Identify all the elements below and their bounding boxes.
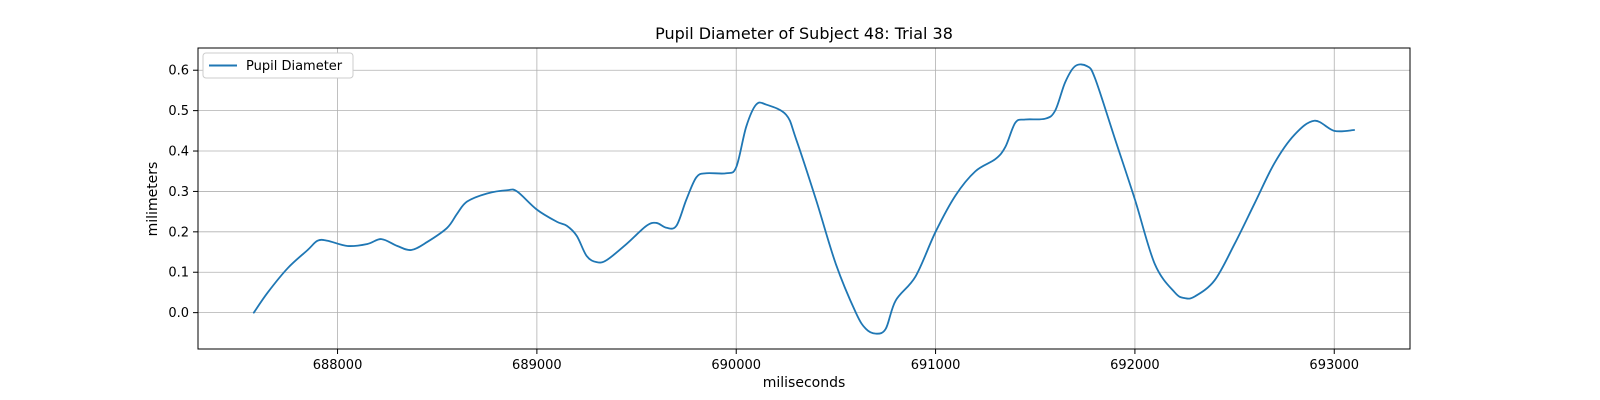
legend-entry-pupil-diameter: Pupil Diameter — [246, 59, 343, 74]
grid-lines — [198, 48, 1410, 349]
x-tick-label: 690000 — [711, 358, 761, 373]
tick-layer: 688000 689000 690000 691000 692000 693000 0.0 0… — [168, 64, 1359, 373]
y-tick-label: 0.5 — [168, 104, 189, 119]
y-tick-label: 0.2 — [168, 225, 189, 240]
y-axis-label: milimeters — [145, 162, 161, 237]
y-tick-label: 0.6 — [168, 64, 189, 79]
chart-title: Pupil Diameter of Subject 48: Trial 38 — [655, 24, 953, 43]
legend-box — [202, 52, 354, 79]
x-tick-label: 693000 — [1309, 358, 1359, 373]
x-tick-label: 688000 — [313, 358, 363, 373]
y-tick-label: 0.1 — [168, 266, 189, 281]
x-tick-label: 689000 — [512, 358, 562, 373]
series-line-pupil-diameter — [252, 63, 1356, 335]
y-tick-label: 0.3 — [168, 185, 189, 200]
y-tick-label: 0.4 — [168, 145, 189, 160]
x-tick-label: 692000 — [1110, 358, 1160, 373]
y-tick-label: 0.0 — [168, 306, 189, 321]
x-axis-label: miliseconds — [763, 375, 846, 391]
legend: Pupil Diameter — [202, 52, 354, 79]
series-layer — [252, 63, 1356, 335]
plot-frame — [197, 47, 1411, 350]
x-tick-label: 691000 — [911, 358, 961, 373]
